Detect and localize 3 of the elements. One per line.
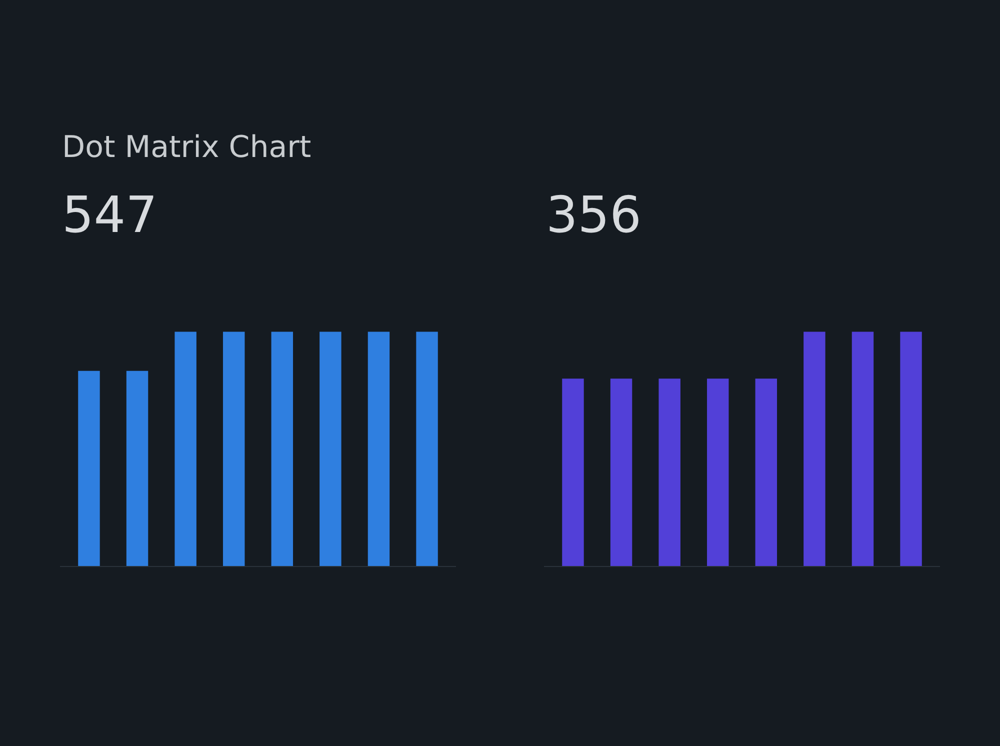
chart-subtitle: 547: [62, 186, 158, 244]
chart-title: Dot Matrix Chart: [62, 130, 312, 165]
chart-subtitle: 356: [546, 186, 642, 244]
